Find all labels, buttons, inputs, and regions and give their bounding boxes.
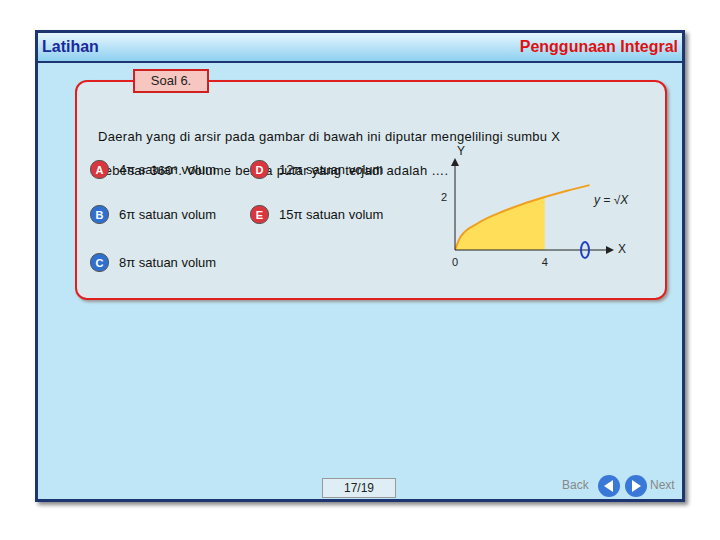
- html-text:y = √X: y = √X: [594, 193, 629, 207]
- svg-text:0: 0: [452, 256, 458, 268]
- html-text:X: X: [618, 242, 626, 256]
- html-text:12π satuan volum: 12π satuan volum: [279, 162, 384, 177]
- html-text:C: C: [95, 256, 104, 269]
- html-text:Back: Back: [562, 478, 589, 492]
- html-text:6π satuan volum: 6π satuan volum: [119, 207, 217, 222]
- html-text:4π satuan volum: 4π satuan volum: [119, 162, 217, 177]
- html-text:Penggunaan Integral: Penggunaan Integral: [519, 38, 678, 55]
- svg-text:4: 4: [542, 256, 548, 268]
- html-text:Latihan: Latihan: [42, 38, 99, 55]
- html-text:15π satuan volum: 15π satuan volum: [279, 207, 384, 222]
- svg-text:2: 2: [441, 191, 447, 203]
- html-text:17/19: 17/19: [344, 481, 374, 495]
- html-text:Soal 6.: Soal 6.: [150, 73, 192, 88]
- html-text:D: D: [255, 163, 264, 176]
- html-text:Daerah yang di arsir pada gamb: Daerah yang di arsir pada gambar di bawa…: [98, 129, 561, 178]
- html-text:Y: Y: [457, 144, 465, 158]
- html-text:E: E: [255, 208, 264, 221]
- html-text:B: B: [95, 208, 104, 221]
- html-text:Next: Next: [650, 478, 675, 492]
- html-text:8π satuan volum: 8π satuan volum: [119, 255, 217, 270]
- html-text:A: A: [95, 163, 104, 176]
